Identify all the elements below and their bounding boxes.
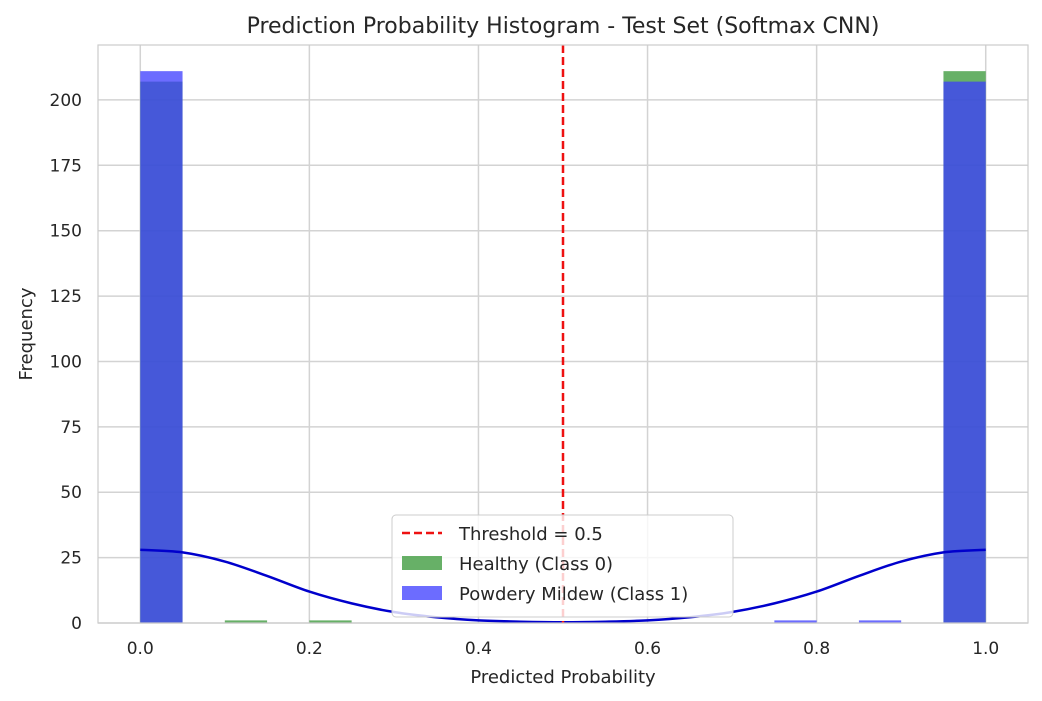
legend-box bbox=[391, 514, 734, 618]
bar-series0-bin2 bbox=[224, 620, 268, 623]
legend-healthy-label: Healthy (Class 0) bbox=[459, 554, 613, 575]
y-tick-label-3: 75 bbox=[60, 418, 82, 438]
y-tick-label-4: 100 bbox=[50, 352, 82, 372]
bar-series1-bin19 bbox=[943, 81, 986, 624]
y-tick-label-6: 150 bbox=[50, 222, 82, 242]
legend-mildew-swatch bbox=[402, 586, 442, 600]
legend-mildew-label: Powdery Mildew (Class 1) bbox=[459, 584, 688, 605]
x-axis-title: Predicted Probability bbox=[470, 667, 656, 688]
legend-threshold-label: Threshold = 0.5 bbox=[458, 524, 603, 545]
y-tick-label-1: 25 bbox=[60, 549, 82, 569]
y-axis-ticks: 0 25 50 75 100 125 150 175 200 bbox=[50, 91, 82, 634]
y-axis-title: Frequency bbox=[16, 287, 37, 380]
y-tick-label-5: 125 bbox=[50, 287, 82, 307]
legend-healthy-swatch bbox=[402, 556, 442, 570]
x-tick-label-2: 0.4 bbox=[465, 639, 492, 659]
y-tick-label-7: 175 bbox=[50, 156, 82, 176]
chart-title: Prediction Probability Histogram - Test … bbox=[247, 14, 880, 39]
x-tick-label-1: 0.2 bbox=[296, 639, 323, 659]
bar-series0-bin4 bbox=[309, 620, 352, 623]
plot-frame bbox=[97, 44, 1029, 624]
legend: Threshold = 0.5 Healthy (Class 0) Powder… bbox=[391, 514, 734, 618]
bar-series1-bin15 bbox=[774, 620, 817, 623]
x-tick-label-0: 0.0 bbox=[127, 639, 154, 659]
bar-series1-bin17 bbox=[858, 620, 902, 623]
y-tick-label-0: 0 bbox=[71, 614, 82, 634]
x-tick-label-3: 0.6 bbox=[634, 639, 661, 659]
bar-series1-bin0 bbox=[140, 71, 183, 623]
y-tick-label-8: 200 bbox=[50, 91, 82, 111]
x-tick-label-4: 0.8 bbox=[803, 639, 830, 659]
y-tick-label-2: 50 bbox=[60, 483, 82, 503]
x-tick-label-5: 1.0 bbox=[972, 639, 999, 659]
x-axis-ticks: 0.0 0.2 0.4 0.6 0.8 1.0 bbox=[127, 639, 1000, 659]
histogram-bars bbox=[140, 71, 986, 624]
